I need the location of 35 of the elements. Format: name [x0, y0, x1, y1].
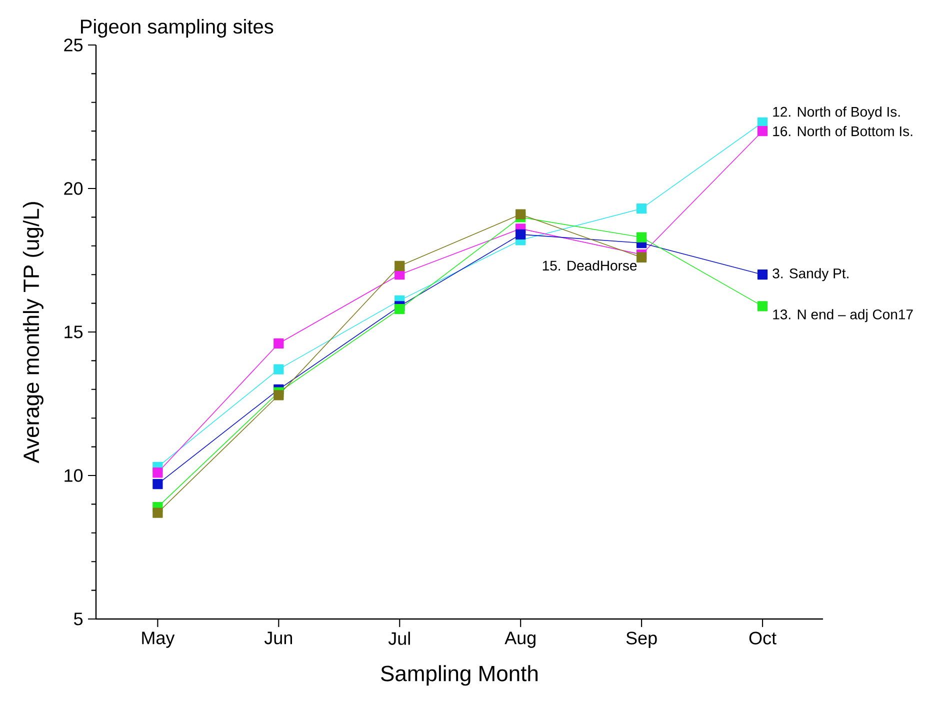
x-tick-label: Jun — [264, 632, 292, 644]
point — [152, 479, 163, 490]
series-label: 16. North of Bottom Is. — [773, 126, 912, 136]
y-tick-label: 10 — [64, 469, 83, 482]
point — [516, 209, 526, 220]
x-tick-label: Aug — [504, 632, 536, 648]
point — [152, 468, 163, 478]
series-label: 12. North of Boyd Is. — [773, 106, 900, 120]
point — [636, 232, 647, 242]
y-tick-label: 25 — [64, 38, 83, 52]
y-tick-label: 5 — [74, 612, 83, 626]
y-tick-label: 20 — [64, 182, 83, 195]
x-tick-label: Jul — [388, 632, 410, 645]
x-axis-title: Sampling Month — [381, 665, 538, 686]
point — [636, 252, 647, 262]
series-label: 13. N end – adj Con17 — [773, 309, 913, 322]
point — [757, 126, 768, 136]
y-tick-label: 15 — [64, 326, 83, 338]
x-tick-label: Sep — [626, 632, 657, 648]
series-label: 15. DeadHorse — [542, 260, 637, 271]
point — [394, 304, 405, 314]
point — [274, 338, 284, 349]
point — [152, 508, 163, 518]
point — [516, 229, 526, 240]
x-tick-label: May — [142, 632, 175, 648]
x-tick-label: Oct — [749, 632, 776, 644]
point — [636, 204, 647, 214]
point — [394, 260, 405, 272]
point — [757, 301, 768, 312]
series-label: 3. Sandy Pt. — [772, 268, 848, 282]
point — [274, 364, 284, 374]
chart-title: Pigeon sampling sites — [81, 18, 274, 38]
y-axis-title: Average monthly TP (ug/L) — [22, 202, 44, 464]
point — [274, 390, 284, 400]
point — [757, 270, 768, 280]
